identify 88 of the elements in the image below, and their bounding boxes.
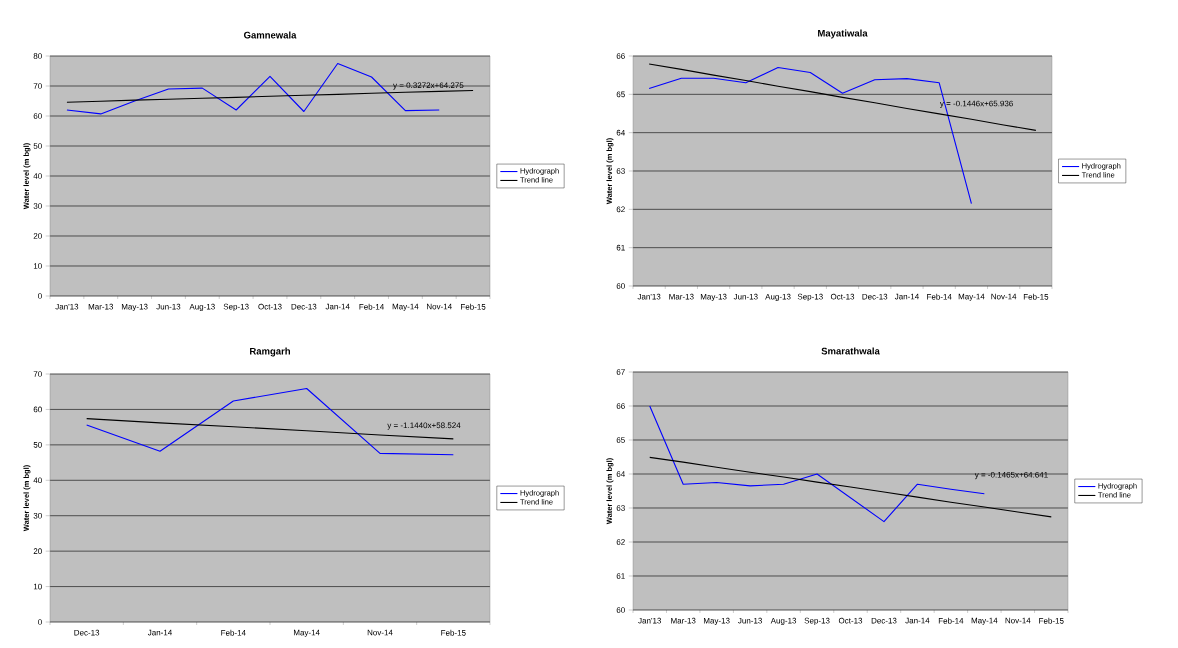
- y-tick-label: 65: [616, 437, 625, 443]
- x-tick-label: Jun-13: [156, 303, 181, 310]
- y-tick-label: 64: [616, 471, 625, 477]
- y-tick-label: 0: [38, 619, 42, 625]
- y-tick-label: 20: [33, 548, 42, 554]
- y-tick-label: 63: [616, 505, 625, 511]
- x-tick-label: May-13: [703, 617, 730, 626]
- line-series: [648, 63, 1037, 131]
- y-tick-label: 61: [616, 244, 625, 251]
- annotation: y = 0.3272x+64.275: [393, 82, 464, 90]
- x-tick-label: Dec-13: [862, 293, 888, 300]
- x-tick-label: Feb-14: [927, 293, 952, 300]
- x-tick-label: Oct-13: [258, 303, 282, 310]
- chart-title: Ramgarh: [250, 347, 290, 357]
- chart-title: Gamnewala: [243, 31, 297, 39]
- y-tick-label: 50: [33, 442, 42, 448]
- y-tick-label: 20: [33, 233, 42, 239]
- annotation: y = -0.1465x+64.641: [974, 471, 1048, 480]
- y-tick-label: 67: [616, 369, 625, 375]
- x-tick-label: Aug-13: [765, 293, 791, 302]
- y-tick-label: 66: [616, 53, 625, 59]
- x-tick-label: Feb-15: [441, 629, 466, 636]
- x-tick-label: Aug-13: [189, 303, 215, 312]
- y-tick-label: 61: [616, 573, 625, 579]
- y-tick-label: 62: [616, 206, 625, 213]
- x-tick-label: Sep-13: [804, 617, 830, 626]
- x-tick-label: Mar-13: [669, 293, 694, 300]
- x-tick-label: Mar-13: [88, 303, 114, 310]
- x-tick-label: Dec-13: [291, 303, 317, 310]
- x-tick-label: Feb-14: [221, 629, 246, 636]
- x-tick-label: Jan'13: [637, 293, 661, 300]
- x-tick-label: Feb-14: [938, 617, 964, 624]
- x-tick-label: Feb-15: [1039, 617, 1064, 624]
- x-tick-label: Jan-14: [325, 303, 350, 310]
- x-tick-label: Feb-14: [359, 303, 384, 310]
- y-tick-label: 65: [616, 91, 625, 98]
- y-tick-label: 0: [38, 293, 42, 299]
- y-tick-label: 40: [33, 173, 42, 179]
- x-tick-label: Jun-13: [733, 293, 758, 300]
- x-tick-label: Jun-13: [738, 617, 762, 624]
- x-tick-label: May-14: [971, 617, 998, 625]
- x-tick-label: Jan'13: [55, 303, 79, 310]
- y-tick-label: 62: [616, 539, 625, 545]
- line-series: [649, 456, 1052, 518]
- x-tick-label: May-14: [958, 293, 985, 301]
- y-tick-label: 10: [33, 583, 42, 590]
- x-tick-label: Sep-13: [223, 303, 249, 312]
- y-tick-label: 60: [33, 406, 42, 413]
- y-tick-label: 40: [33, 477, 42, 484]
- y-tick-label: 70: [33, 83, 42, 89]
- y-tick-label: 70: [33, 371, 42, 377]
- x-tick-label: Jan-14: [905, 617, 930, 624]
- x-tick-label: May-14: [293, 629, 320, 637]
- x-tick-label: Nov-14: [367, 629, 393, 636]
- y-tick-label: 10: [33, 263, 42, 269]
- x-tick-label: Dec-13: [74, 629, 100, 636]
- x-tick-label: May-13: [121, 303, 148, 312]
- y-tick-label: 50: [33, 143, 42, 149]
- x-tick-label: Feb-15: [461, 303, 486, 310]
- x-tick-label: Dec-13: [871, 617, 897, 624]
- y-tick-label: 30: [33, 512, 42, 519]
- x-tick-label: Aug-13: [770, 617, 797, 626]
- y-tick-label: 60: [616, 607, 625, 613]
- x-tick-label: May-13: [700, 293, 727, 302]
- y-tick-label: 60: [616, 283, 625, 289]
- line-series: [66, 89, 474, 103]
- x-tick-label: Oct-13: [838, 617, 863, 624]
- x-tick-label: Sep-13: [797, 293, 823, 302]
- chart-title: Smarathwala: [821, 347, 880, 355]
- y-tick-label: 63: [616, 168, 625, 174]
- y-tick-label: 60: [33, 113, 42, 119]
- x-tick-label: Nov-14: [1005, 617, 1031, 624]
- annotation: y = -1.1440x+58.524: [387, 422, 461, 430]
- y-tick-label: 66: [616, 403, 625, 409]
- x-tick-label: Nov-14: [991, 293, 1017, 300]
- x-tick-label: May-14: [392, 303, 419, 311]
- x-tick-label: Jan-14: [147, 629, 172, 636]
- y-tick-label: 30: [33, 203, 42, 209]
- x-tick-label: Jan-14: [894, 293, 919, 300]
- x-tick-label: Jan'13: [638, 617, 662, 624]
- y-tick-label: 80: [33, 53, 42, 59]
- x-tick-label: Oct-13: [830, 293, 855, 300]
- x-tick-label: Mar-13: [671, 617, 696, 624]
- x-tick-label: Feb-15: [1023, 293, 1049, 300]
- y-tick-label: 64: [616, 129, 625, 136]
- chart-title: Mayatiwala: [818, 29, 868, 39]
- x-tick-label: Nov-14: [427, 303, 452, 310]
- annotation: y = -0.1446x+65.936: [939, 100, 1013, 108]
